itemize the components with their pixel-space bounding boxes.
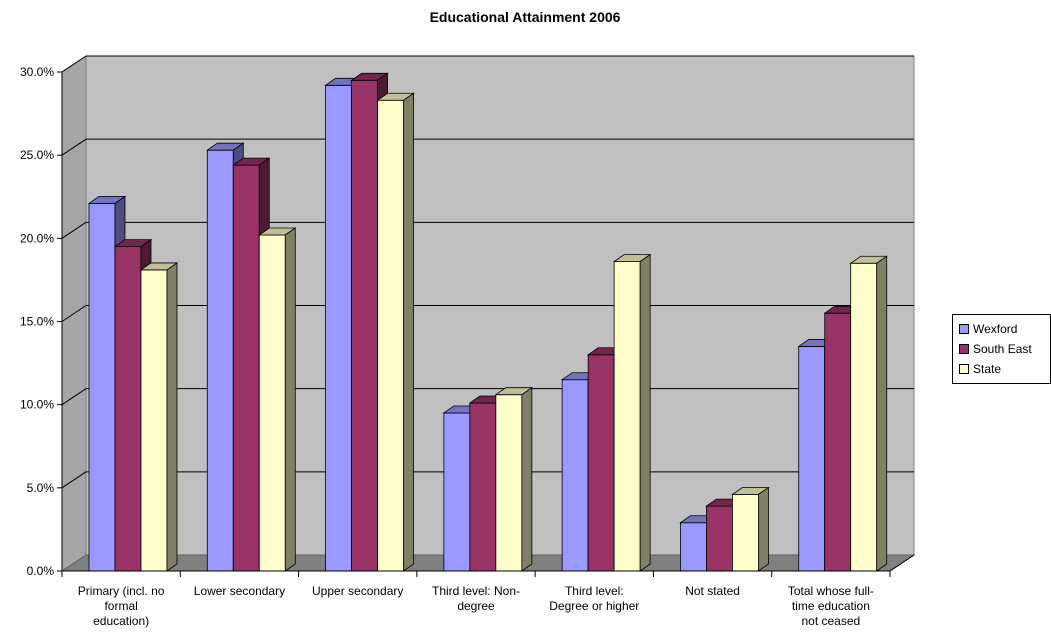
bar <box>732 494 759 572</box>
y-tick-label: 20.0% <box>20 231 54 245</box>
y-tick-label: 5.0% <box>27 481 55 495</box>
x-category-label-line: Upper secondary <box>312 584 403 598</box>
chart-title: Educational Attainment 2006 <box>430 9 621 25</box>
gridline-side <box>61 388 87 406</box>
bar <box>140 269 168 572</box>
bar-side <box>521 386 533 572</box>
bar <box>258 234 286 572</box>
bar-side <box>876 255 888 572</box>
x-category-label-line: not ceased <box>801 614 860 628</box>
legend: Wexford South East State <box>952 314 1051 384</box>
x-category-label-line: Lower secondary <box>194 584 285 598</box>
x-category-label: Not stated <box>685 584 740 598</box>
legend-item-south-east: South East <box>959 340 1032 358</box>
bar <box>850 262 878 572</box>
legend-item-wexford: Wexford <box>959 320 1017 338</box>
legend-label-state: State <box>973 362 1002 376</box>
bar <box>469 402 497 572</box>
gridline-side <box>61 221 87 239</box>
bar <box>495 394 523 572</box>
x-category-label-line: Total whose full- <box>788 584 874 598</box>
x-category-label: Primary (incl. no formal education) <box>78 584 165 628</box>
bar <box>114 246 142 572</box>
bar <box>613 261 641 572</box>
y-tick-labels: 0.0% 5.0% 10.0% 15.0% 20.0% 25.0% 30.0% <box>20 65 54 578</box>
x-category-label-line: formal <box>104 599 137 613</box>
x-category-label-line: Not stated <box>685 584 740 598</box>
x-axis-edge <box>889 554 915 572</box>
x-category-label-line: Third level: <box>565 584 624 598</box>
bar-side <box>284 227 296 572</box>
bar <box>680 522 707 572</box>
x-category-labels: Primary (incl. no formal education) Lower s… <box>78 584 874 628</box>
bar <box>325 84 352 572</box>
y-tick-label: 10.0% <box>20 398 54 412</box>
bar <box>798 346 826 572</box>
gridline-side <box>61 55 87 73</box>
x-category-label: Upper secondary <box>312 584 403 598</box>
legend-label-wexford: Wexford <box>973 322 1018 336</box>
bar-side <box>758 486 769 572</box>
bar <box>706 505 733 572</box>
bar <box>377 99 404 572</box>
x-category-label: Total whose full-time education not cease… <box>788 584 874 628</box>
x-category-label: Third level: Degree or higher <box>549 584 639 613</box>
gridline-side <box>61 305 87 322</box>
gridline-side <box>61 471 87 489</box>
bar-side <box>639 253 651 572</box>
bar <box>443 412 471 572</box>
y-tick-label: 30.0% <box>20 65 54 79</box>
bar-side <box>166 262 178 572</box>
x-category-label: Third level: Non-degree <box>432 584 520 613</box>
x-category-label-line: Third level: Non- <box>432 584 520 598</box>
y-tick-label: 25.0% <box>20 148 54 162</box>
bar-side <box>403 92 414 572</box>
legend-swatch-wexford <box>959 324 969 334</box>
bar <box>587 354 615 572</box>
x-category-label-line: education) <box>93 614 149 628</box>
bar <box>824 312 852 572</box>
bar <box>206 149 234 572</box>
axes <box>57 71 915 577</box>
gridline-side <box>61 138 87 156</box>
legend-label-south-east: South East <box>973 342 1032 356</box>
legend-swatch-state <box>959 364 969 374</box>
legend-item-state: State <box>959 360 1001 378</box>
bar <box>351 79 378 572</box>
x-category-label-line: degree <box>457 599 495 613</box>
x-category-label-line: Degree or higher <box>549 599 639 613</box>
y-tick-label: 15.0% <box>20 315 54 329</box>
x-category-label-line: time education <box>792 599 870 613</box>
bar <box>88 203 116 572</box>
x-category-label: Lower secondary <box>194 584 285 598</box>
x-category-label-line: Primary (incl. no <box>78 584 165 598</box>
legend-swatch-south-east <box>959 344 969 354</box>
bar <box>561 379 589 572</box>
bar <box>232 164 260 572</box>
bars <box>87 72 888 572</box>
y-tick-label: 0.0% <box>27 564 55 578</box>
